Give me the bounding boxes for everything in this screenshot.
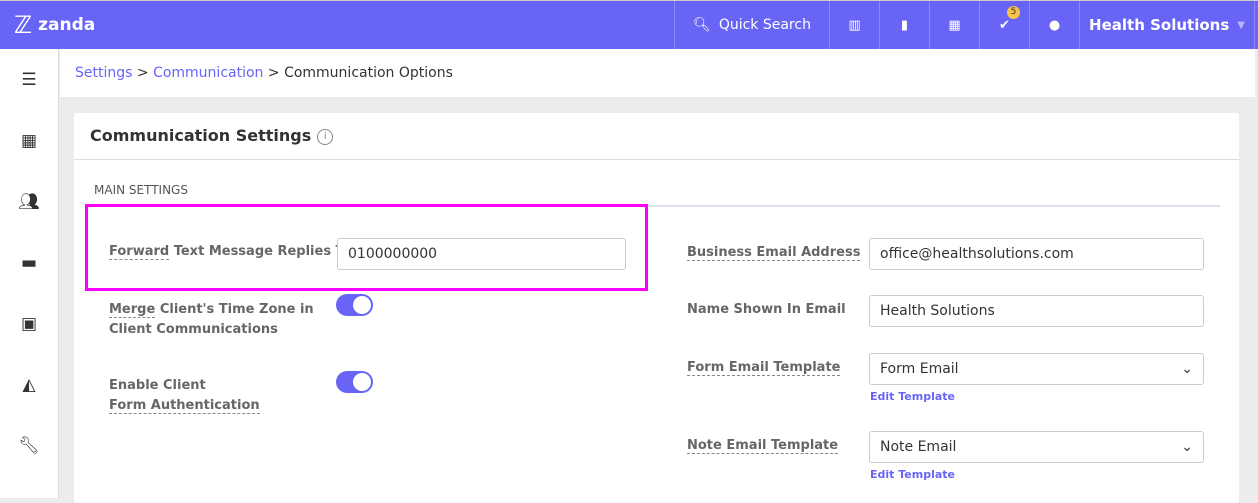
chevron-down-icon: ⌄ [1181,439,1193,455]
users-icon[interactable]: 👥︎ [18,191,40,212]
chat-button[interactable]: ● [1029,1,1079,49]
business-email-label: Business Email Address [687,245,861,261]
form-auth-toggle[interactable] [336,371,373,393]
calendar-button[interactable]: ▦ [929,1,979,49]
note-template-label: Note Email Template [687,438,839,454]
zanda-logo-icon: ℤ [14,11,33,39]
name-shown-label: Name Shown In Email [687,302,846,317]
search-icon: 🔍︎ [693,17,711,33]
breadcrumb-current: Communication Options [284,65,453,81]
info-icon[interactable]: i [317,128,334,145]
caret-down-icon: ▼ [1237,19,1245,31]
forward-number-input[interactable] [337,238,626,270]
reports-button[interactable]: ▥ [829,1,879,49]
settings-card: Communication Settings i MAIN SETTINGS Fo… [74,113,1239,503]
note-template-select[interactable]: Note Email ⌄ [869,431,1204,463]
tasks-button[interactable]: ✔ 5 [979,1,1029,49]
breadcrumb-settings[interactable]: Settings [75,65,133,81]
notification-badge: 5 [1007,6,1020,19]
breadcrumb: Settings > Communication > Communication… [60,49,1255,97]
wrench-icon[interactable]: 🔧︎ [18,435,40,456]
section-heading: MAIN SETTINGS [94,183,1220,207]
analytics-icon[interactable]: ◭ [22,374,36,395]
reports-icon[interactable]: ▣ [20,313,38,334]
name-shown-input[interactable] [869,295,1204,327]
sidebar: ☰ ▦ 👥︎ ▬ ▣ ◭ 🔧︎ [0,49,59,498]
chevron-down-icon: ⌄ [1181,361,1193,377]
merge-timezone-label: Merge Client's Time Zone in Client Commun… [109,302,314,337]
reports-icon: ▥ [848,17,861,33]
forward-label: Forward Text Message Replies To [109,244,352,260]
breadcrumb-communication[interactable]: Communication [153,65,264,81]
billing-icon[interactable]: ▬ [20,252,38,273]
note-edit-template-link[interactable]: Edit Template [870,468,955,481]
chat-icon: ● [1048,17,1061,33]
business-email-input[interactable] [869,238,1204,270]
calendar-icon[interactable]: ▦ [20,130,38,151]
tasks-check-icon: ✔ [999,17,1010,33]
clipboard-icon: ▮ [900,17,909,33]
form-edit-template-link[interactable]: Edit Template [870,390,955,403]
clipboard-button[interactable]: ▮ [879,1,929,49]
calendar-icon: ▦ [948,17,961,33]
quick-search-button[interactable]: 🔍︎ Quick Search [674,1,829,49]
card-title: Communication Settings i [74,113,1239,160]
account-menu[interactable]: Health Solutions ▼ [1079,1,1255,49]
merge-timezone-toggle[interactable] [336,294,373,316]
form-auth-label: Enable Client Form Authentication [109,378,260,414]
highlight-box [85,204,648,291]
menu-icon[interactable]: ☰ [21,69,37,90]
form-template-select[interactable]: Form Email ⌄ [869,353,1204,385]
form-template-label: Form Email Template [687,360,841,376]
